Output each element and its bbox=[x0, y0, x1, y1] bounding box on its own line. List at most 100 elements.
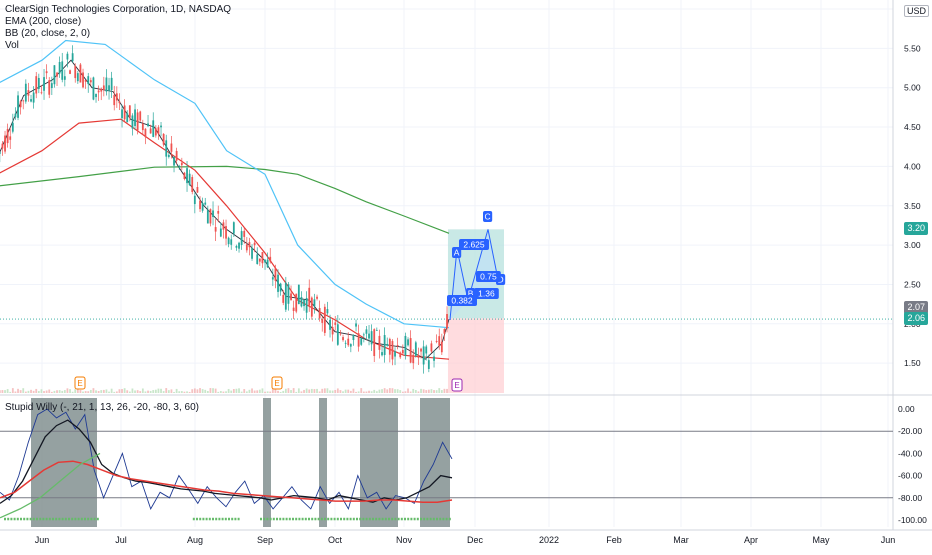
osc-dot bbox=[359, 517, 362, 521]
candle-body bbox=[22, 100, 25, 102]
osc-dot bbox=[301, 517, 304, 521]
volume-bar bbox=[365, 391, 368, 393]
volume-bar bbox=[4, 390, 6, 393]
volume-bar bbox=[89, 389, 92, 393]
volume-bar bbox=[180, 391, 183, 393]
volume-bar bbox=[108, 391, 110, 393]
volume-bar bbox=[290, 390, 292, 393]
volume-bar bbox=[97, 391, 100, 393]
osc-dot bbox=[218, 517, 221, 521]
candle-body bbox=[258, 258, 261, 262]
volume-bar bbox=[339, 390, 342, 393]
osc-dot bbox=[26, 517, 29, 521]
candle-body bbox=[154, 128, 157, 136]
volume-bar bbox=[37, 391, 40, 393]
legend-ema[interactable]: EMA (200, close) bbox=[5, 16, 82, 27]
volume-bar bbox=[217, 391, 220, 393]
candle-body bbox=[82, 72, 84, 88]
volume-bar bbox=[1, 390, 4, 393]
volume-bar bbox=[76, 388, 79, 393]
candle-body bbox=[404, 335, 407, 356]
candle-body bbox=[362, 334, 365, 336]
volume-bar bbox=[69, 389, 71, 393]
osc-slow-line bbox=[0, 460, 453, 503]
osc-dot bbox=[90, 517, 93, 521]
osc-dot bbox=[16, 517, 19, 521]
price-tick-label: 4.00 bbox=[904, 161, 921, 171]
volume-bar bbox=[50, 391, 53, 393]
osc-dot bbox=[74, 517, 77, 521]
oscillator-legend[interactable]: Stupid Willy (-, 21, 1, 13, 26, -20, -80… bbox=[5, 402, 199, 413]
legend-bb[interactable]: BB (20, close, 2, 0) bbox=[5, 28, 91, 39]
candle-body bbox=[282, 294, 285, 303]
pattern-label-c: C bbox=[485, 212, 491, 222]
price-tick-label: 5.50 bbox=[904, 43, 921, 53]
volume-bar bbox=[433, 390, 435, 393]
volume-bar bbox=[110, 388, 113, 393]
candle-body bbox=[6, 128, 9, 144]
osc-dot bbox=[93, 517, 96, 521]
candle-body bbox=[204, 202, 207, 205]
volume-bar bbox=[152, 390, 155, 393]
volume-bar bbox=[251, 388, 253, 393]
osc-dot bbox=[58, 517, 61, 521]
candle-body bbox=[102, 85, 105, 90]
candle-body bbox=[342, 337, 344, 341]
candle-body bbox=[323, 306, 326, 333]
candle-body bbox=[74, 65, 77, 79]
candle-body bbox=[297, 284, 300, 305]
volume-bar bbox=[17, 388, 19, 393]
candle-body bbox=[206, 210, 209, 224]
candle-body bbox=[313, 299, 316, 307]
volume-bar bbox=[92, 388, 95, 393]
osc-dot bbox=[269, 517, 272, 521]
osc-dot bbox=[202, 517, 205, 521]
volume-bar bbox=[430, 389, 433, 393]
volume-bar bbox=[136, 390, 139, 393]
price-tick-label: 2.50 bbox=[904, 279, 921, 289]
osc-dot bbox=[39, 517, 42, 521]
volume-bar bbox=[362, 391, 365, 393]
volume-bar bbox=[396, 389, 399, 393]
candle-body bbox=[43, 77, 45, 91]
osc-dot bbox=[420, 517, 422, 521]
pattern-label-c-bg bbox=[483, 211, 493, 222]
candle-body bbox=[50, 83, 53, 89]
candle-body bbox=[17, 95, 19, 118]
time-tick-label: Apr bbox=[744, 535, 758, 545]
legend-symbol[interactable]: ClearSign Technologies Corporation, 1D, … bbox=[5, 4, 232, 15]
candle-body bbox=[141, 123, 144, 131]
osc-dot bbox=[80, 517, 83, 521]
currency-selector[interactable]: USD bbox=[904, 5, 930, 17]
volume-bar bbox=[219, 391, 222, 393]
candle-body bbox=[232, 222, 235, 234]
volume-bar bbox=[157, 388, 160, 393]
candle-body bbox=[399, 352, 402, 358]
volume-bar bbox=[409, 391, 412, 393]
pattern-label-136: 1.36 bbox=[478, 289, 495, 299]
osc-dot bbox=[208, 517, 211, 521]
candle-body bbox=[357, 333, 360, 347]
price-badge-last: 2.06 bbox=[904, 312, 928, 325]
candle-body bbox=[388, 338, 391, 355]
volume-bar bbox=[58, 390, 61, 393]
volume-bar bbox=[279, 391, 282, 393]
candle-body bbox=[240, 231, 243, 245]
candle-body bbox=[180, 162, 183, 166]
osc-dot bbox=[13, 517, 16, 521]
volume-bar bbox=[115, 391, 118, 393]
candle-body bbox=[365, 329, 368, 334]
osc-dot bbox=[23, 517, 26, 521]
osc-tick-label: -80.00 bbox=[898, 493, 922, 503]
volume-bar bbox=[404, 391, 407, 393]
volume-bar bbox=[282, 390, 285, 393]
pattern-label-2625-bg bbox=[459, 239, 489, 250]
osc-dot bbox=[234, 517, 237, 521]
volume-bar bbox=[292, 388, 295, 393]
volume-bar bbox=[352, 388, 355, 393]
legend-vol[interactable]: Vol bbox=[5, 40, 19, 51]
volume-bar bbox=[370, 391, 373, 393]
candle-body bbox=[433, 356, 435, 361]
